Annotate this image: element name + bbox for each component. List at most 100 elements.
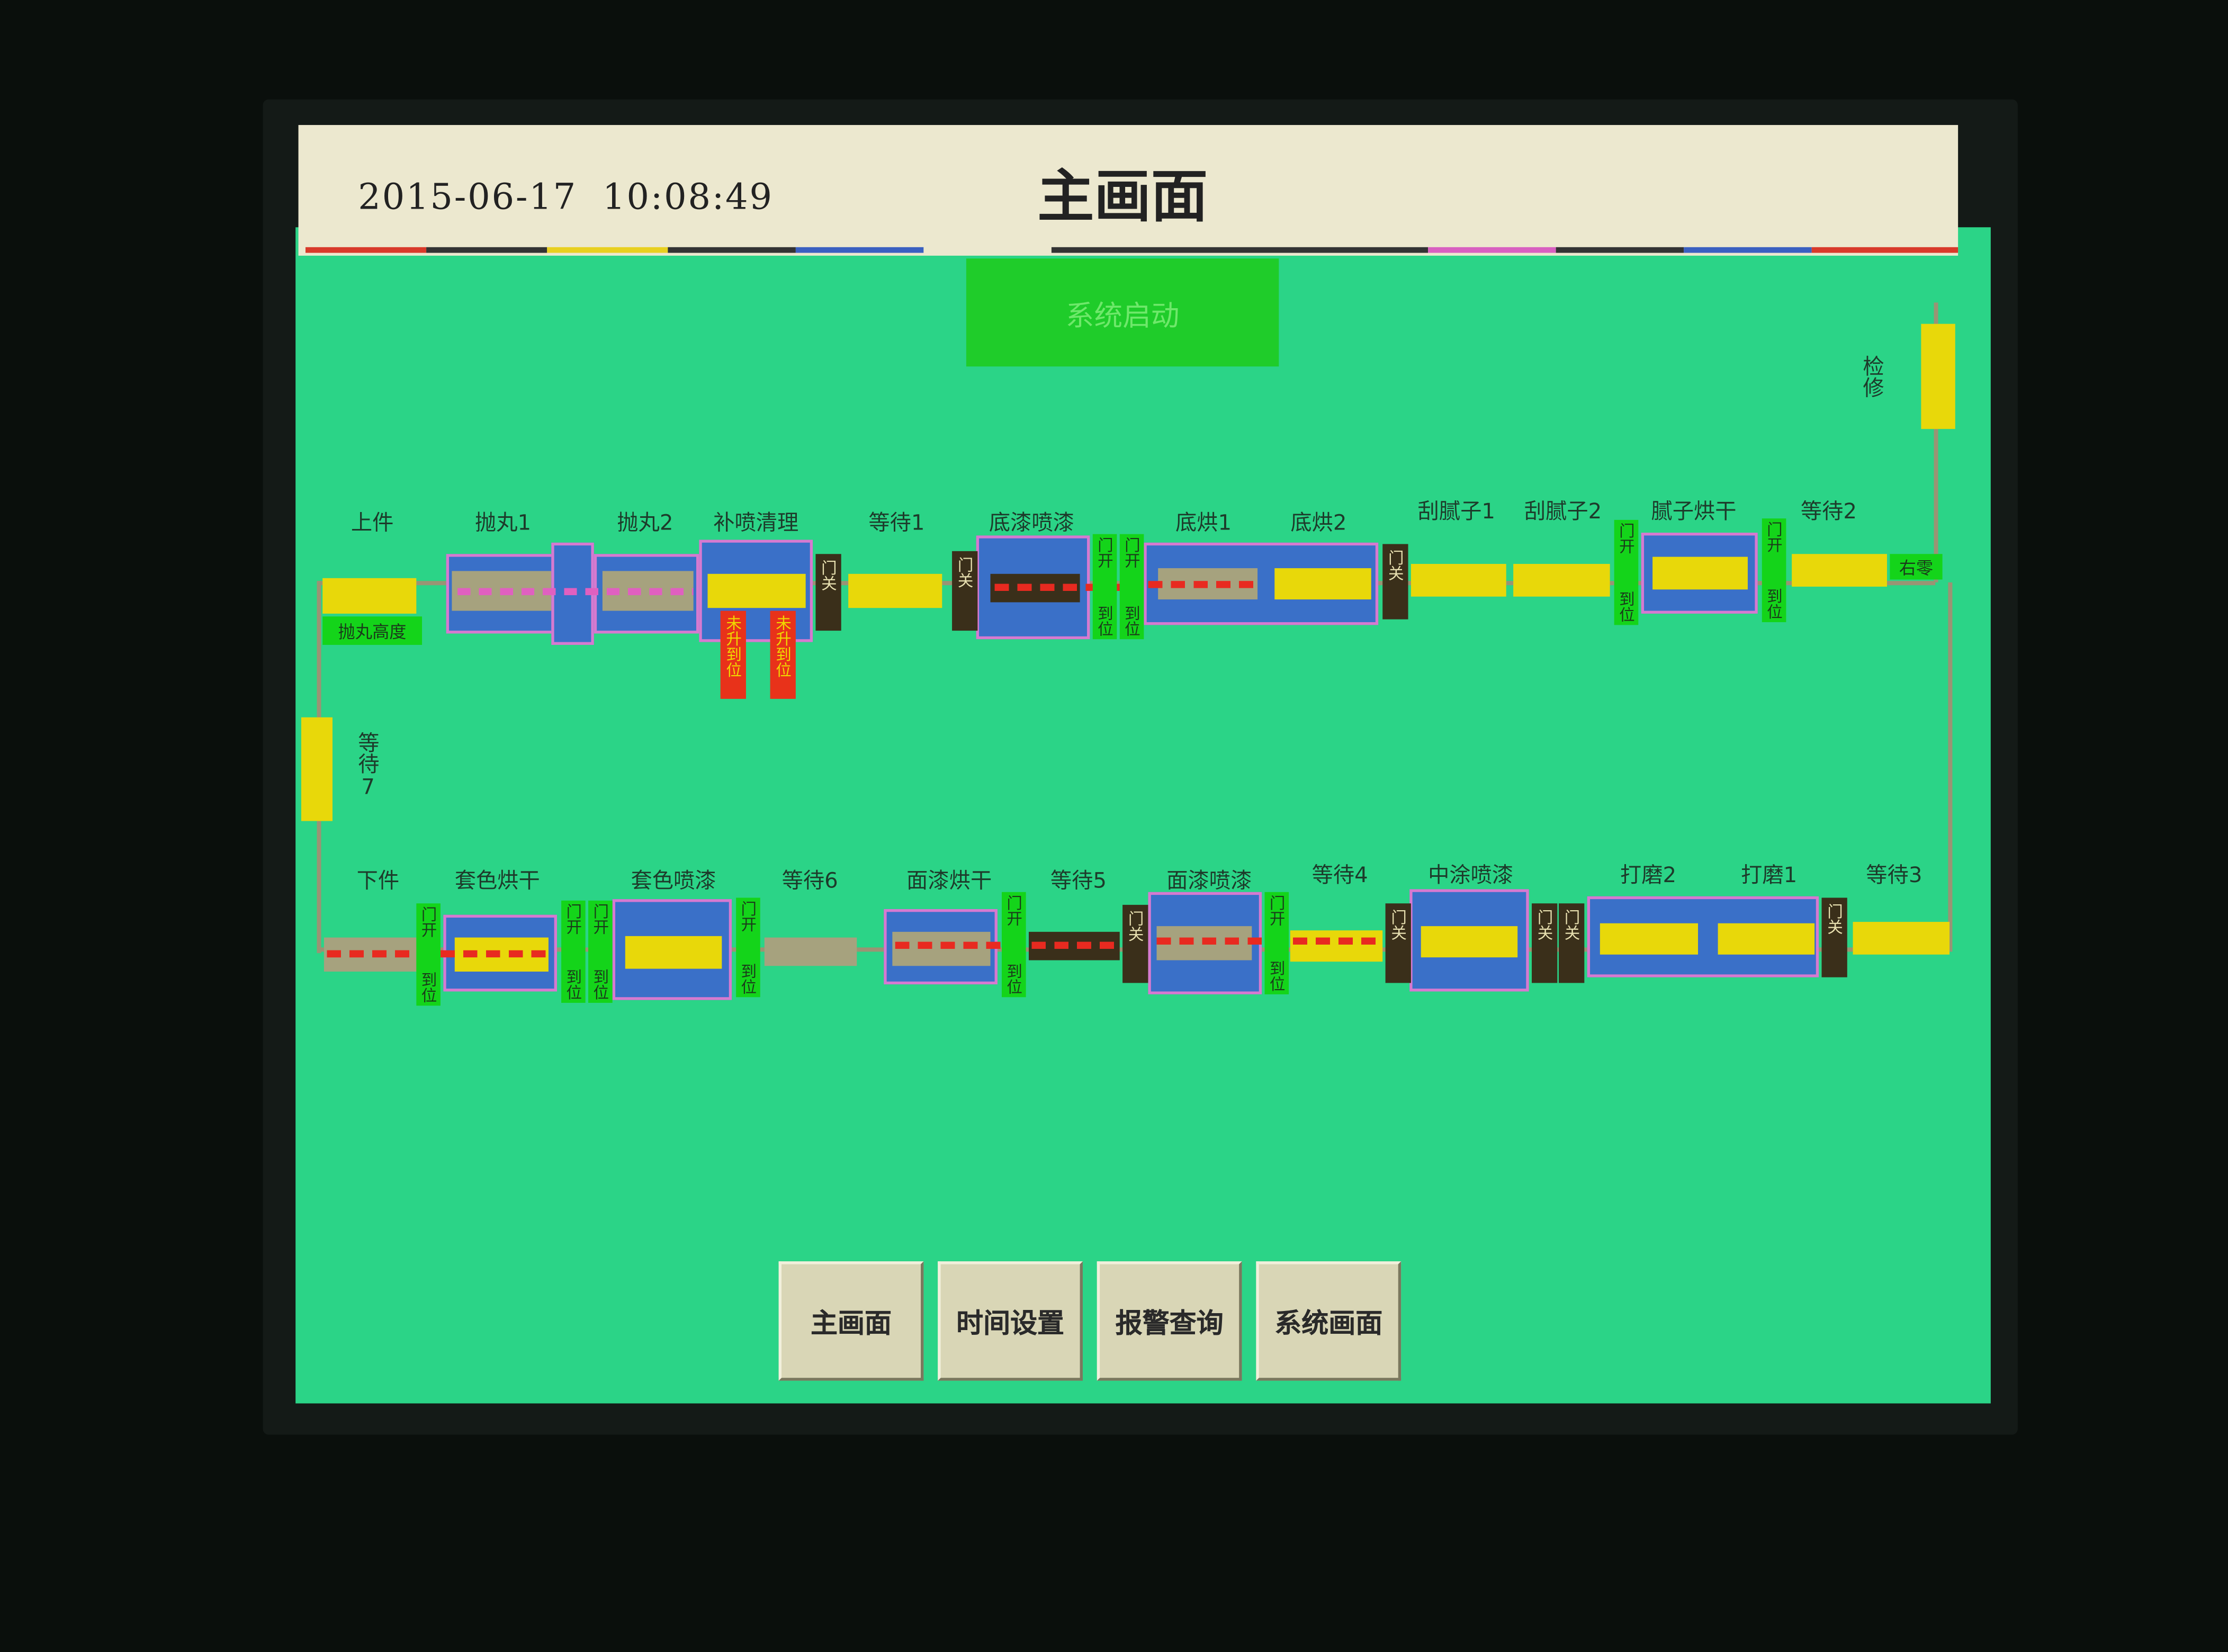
door-open-tag: 门开 到位	[1762, 518, 1786, 623]
station-label: 抛丸1	[474, 510, 532, 536]
station-label: 底烘2	[1290, 510, 1347, 536]
in-position-text: 到位	[419, 971, 438, 1003]
carrier-putty-1	[1411, 564, 1506, 597]
door-open-tag: 门开 到位	[1264, 892, 1289, 994]
in-position-text: 到位	[564, 968, 583, 1000]
not-raised-alarm-tag: 未升到位	[770, 610, 796, 699]
door-closed-text: 门关	[1562, 909, 1581, 940]
header-stripe	[426, 247, 547, 253]
in-position-text: 到位	[1267, 960, 1286, 992]
door-closed-text: 门关	[819, 559, 838, 591]
carrier	[1652, 556, 1748, 590]
station-label: 底烘1	[1175, 510, 1232, 536]
station-label: 底漆喷漆	[989, 510, 1074, 536]
header-stripe	[923, 247, 1052, 253]
maintenance-label: 检修	[1859, 355, 1887, 403]
carrier	[707, 573, 806, 608]
station-label: 打磨1	[1741, 862, 1798, 888]
maintenance-text: 检修	[1859, 355, 1886, 398]
door-closed-text: 门关	[1825, 903, 1844, 935]
track-active	[1148, 581, 1255, 588]
door-closed-tag: 门关	[1559, 903, 1585, 983]
station-label: 打磨2	[1620, 862, 1677, 888]
carrier-loading	[322, 578, 417, 614]
datetime-display: 2015-06-17 10:08:49	[358, 176, 774, 218]
header-stripe	[795, 247, 924, 253]
door-open-tag: 门开 到位	[561, 900, 586, 1003]
door-closed-text: 门关	[1535, 909, 1554, 940]
header-stripe	[1684, 247, 1812, 253]
not-raised-alarm-tag: 未升到位	[720, 610, 746, 699]
system-start-button[interactable]: 系统启动	[966, 258, 1279, 367]
nav-system-screen-button[interactable]: 系统画面	[1256, 1261, 1402, 1381]
carrier-wait-3	[1853, 922, 1950, 955]
station-label: 等待4	[1311, 862, 1368, 888]
station-label: 等待1	[868, 510, 925, 536]
carrier-wait-6	[764, 937, 857, 966]
carrier	[625, 936, 722, 969]
station-label: 等待2	[1800, 498, 1857, 524]
shot-blast-indicator	[457, 588, 694, 596]
door-open-text: 门开	[1267, 895, 1286, 927]
door-open-text: 门开	[1122, 537, 1142, 569]
header-stripe	[1811, 247, 1959, 253]
in-position-text: 到位	[1765, 588, 1784, 620]
door-closed-text: 门关	[1126, 910, 1145, 942]
door-closed-tag: 门关	[815, 554, 841, 631]
page-title: 主画面	[1037, 163, 1208, 230]
door-open-tag: 门开 到位	[736, 897, 760, 998]
station-label: 腻子烘干	[1651, 498, 1737, 524]
station-label: 抛丸2	[617, 510, 673, 536]
station-label: 补喷清理	[713, 510, 799, 536]
right-zero-label: 右零	[1890, 554, 1943, 580]
carrier-wait-4	[1290, 930, 1383, 962]
header-stripe	[305, 247, 427, 253]
main-screen	[295, 227, 1991, 1404]
carrier	[892, 931, 991, 966]
door-open-text: 门开	[1617, 523, 1636, 554]
in-position-text: 到位	[591, 968, 610, 1000]
shot-height-text: 抛丸高度	[338, 621, 407, 642]
door-open-text: 门开	[419, 906, 438, 938]
not-raised-text: 未升到位	[774, 615, 793, 678]
nav-alarm-query-button[interactable]: 报警查询	[1097, 1261, 1242, 1381]
door-closed-tag: 门关	[1122, 904, 1148, 983]
wait-7-label: 等待7	[355, 732, 382, 806]
nav-main-screen-button[interactable]: 主画面	[778, 1261, 924, 1381]
door-open-tag: 门开 到位	[1119, 534, 1144, 640]
door-open-text: 门开	[1765, 521, 1784, 553]
station-label: 等待6	[781, 868, 838, 894]
door-open-tag: 门开 到位	[1092, 534, 1117, 640]
not-raised-text: 未升到位	[724, 615, 743, 678]
carrier	[1421, 926, 1518, 958]
station-label: 下件	[356, 868, 400, 894]
station-label: 刮腻子1	[1417, 498, 1495, 524]
carrier-wait-7	[301, 717, 333, 821]
door-closed-tag: 门关	[1821, 897, 1847, 977]
right-zero-text: 右零	[1899, 557, 1934, 578]
carrier-putty-2	[1513, 564, 1610, 597]
door-open-text: 门开	[591, 903, 610, 935]
nav-time-settings-button[interactable]: 时间设置	[938, 1261, 1083, 1381]
track-line	[1948, 582, 1953, 952]
carrier	[1718, 923, 1815, 955]
in-position-text: 到位	[739, 963, 758, 994]
station-label: 套色喷漆	[631, 868, 716, 894]
station-label: 等待3	[1866, 862, 1922, 888]
header-stripe	[547, 247, 668, 253]
track-active	[327, 950, 554, 958]
carrier-wait-1	[848, 573, 942, 608]
door-closed-tag: 门关	[1382, 544, 1408, 620]
door-closed-text: 门关	[1389, 909, 1408, 940]
door-closed-text: 门关	[955, 556, 974, 588]
door-open-tag: 门开 到位	[416, 903, 441, 1006]
carrier-maintenance	[1921, 324, 1955, 429]
header-stripe	[1428, 247, 1556, 253]
door-closed-tag: 门关	[1385, 903, 1411, 983]
door-closed-tag: 门关	[952, 551, 978, 631]
station-label: 刮腻子2	[1524, 498, 1602, 524]
station-label: 面漆烘干	[906, 868, 992, 894]
door-open-tag: 门开 到位	[588, 900, 613, 1003]
station-label: 中涂喷漆	[1428, 862, 1514, 888]
